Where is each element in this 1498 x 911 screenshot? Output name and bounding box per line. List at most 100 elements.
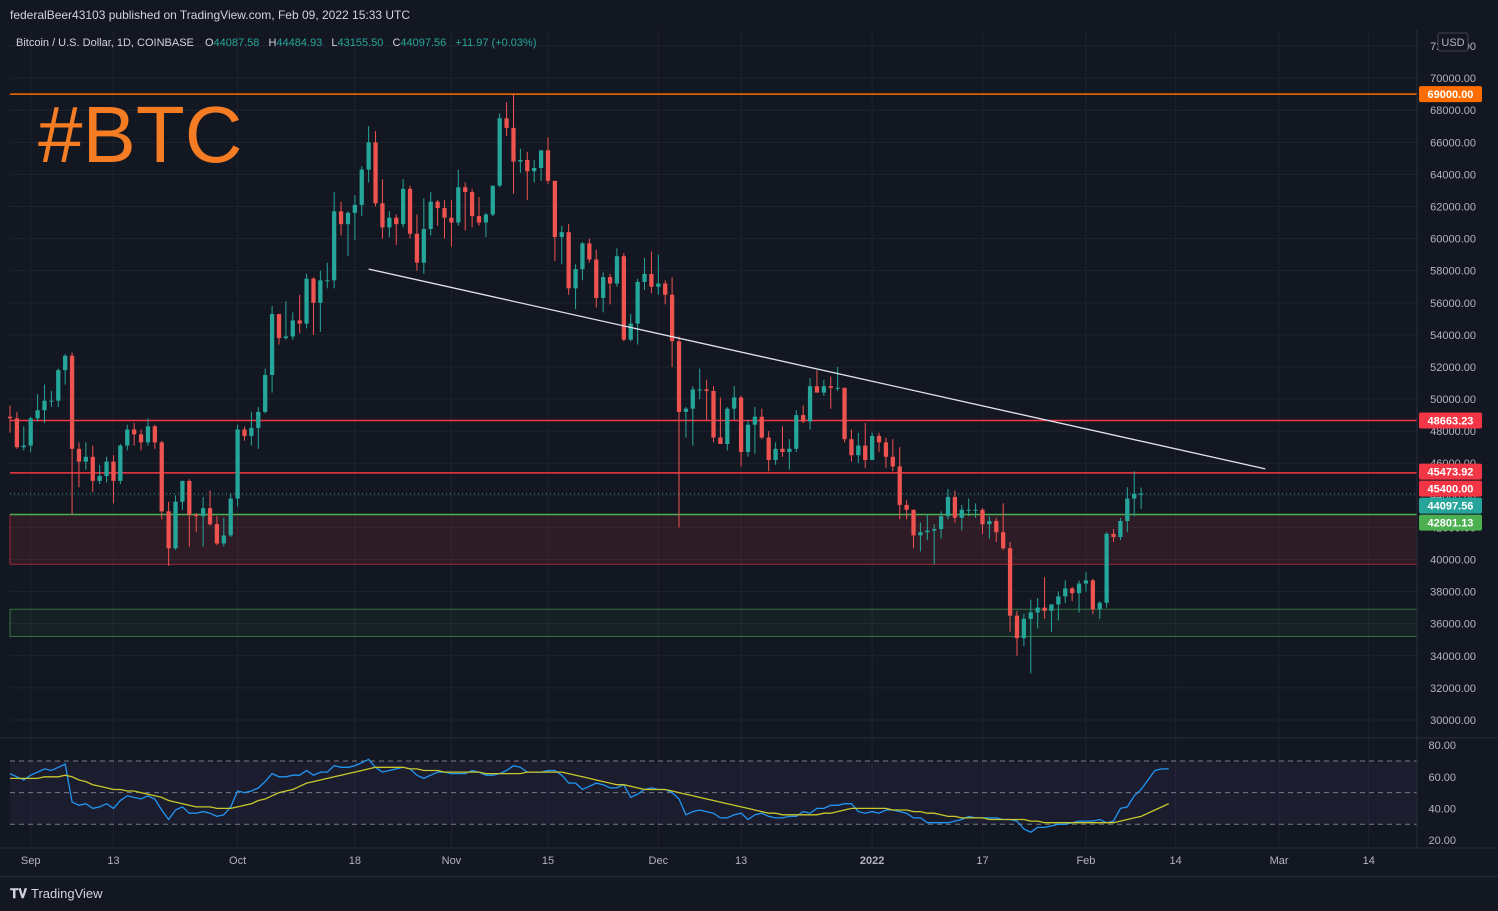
time-tick-label: Feb [1076,855,1095,867]
candle-body [890,456,895,467]
svg-text:Bitcoin / U.S. Dollar, 1D, COI: Bitcoin / U.S. Dollar, 1D, COINBASE O440… [16,37,537,49]
candle-body [1111,533,1116,538]
close-label: C [392,37,400,49]
candle-body [994,520,999,533]
time-tick-label: Dec [649,855,669,867]
price-zone [9,514,1418,565]
candle-body [1125,498,1130,521]
candle-body [207,508,213,525]
time-axis[interactable]: Sep 13 Oct 18 Nov 15 Dec 13 2022 17 Feb 14 Mar 14 [0,847,1498,867]
trendline[interactable] [368,268,1266,470]
footer-bar: 𝐓𝐕 TradingView [0,876,1498,911]
candle-body [738,397,744,452]
candle-body [187,480,192,515]
candle-body [821,386,826,393]
candle-body [614,256,620,284]
high-label: H [268,37,276,49]
candle-body [125,429,130,446]
price-tick-label: 56000.00 [1430,298,1476,310]
candle-body [932,529,937,531]
candle-body [669,294,675,342]
candle-body [690,389,695,409]
time-tick-label: 13 [107,855,119,867]
candle-body [649,273,654,287]
currency-badge[interactable] [1437,32,1469,52]
candle-body [911,509,916,536]
rsi-pane [0,737,1498,833]
candle-body [428,201,433,229]
candle-body [283,336,289,339]
rsi-tick-label: 40.00 [1428,803,1456,815]
candle-body [235,429,240,499]
time-tick-label: 14 [1363,855,1375,867]
candle-body [256,411,261,428]
price-tick-label: 70000.00 [1430,73,1476,85]
candle-body [538,150,544,168]
price-label-badge [1419,514,1482,531]
candle-body [849,439,854,456]
candle-body [490,185,495,215]
candle-body [601,277,606,298]
candle-body [559,232,564,237]
candle-body [338,211,344,225]
candle-body [269,314,275,375]
publisher-info: federalBeer43103 published on TradingVie… [10,8,411,22]
candle-body [856,445,861,456]
candle-body [359,169,364,205]
candle-body [263,374,268,412]
candle-body [249,427,254,436]
chart-area[interactable]: 30000.00 32000.00 34000.00 36000.00 38000.00… [0,30,1498,878]
candle-body [1097,602,1102,610]
candle-body [173,501,178,549]
candle-body [56,370,61,401]
candle-body [745,424,751,452]
candle-body [221,535,226,544]
candle-body [1056,596,1061,605]
candle-body [138,434,144,443]
candle-body [642,273,647,282]
price-tick-label: 48000.00 [1430,426,1476,438]
candle-body [925,530,930,533]
candle-body [373,142,378,204]
candle-body [732,397,737,409]
candle-body [449,217,454,223]
candle-body [787,448,792,452]
candle-body [904,504,909,510]
time-tick-label: Sep [21,855,41,867]
low-label: L [331,37,337,49]
candle-body [1070,588,1075,594]
candle-body [297,320,302,324]
price-tick-label: 38000.00 [1430,587,1476,599]
price-label-badge [1419,497,1482,514]
candle-body [552,180,558,237]
candle-body [980,509,985,525]
candle-body [663,283,668,295]
candle-body [711,391,716,438]
rsi-tick-label: 20.00 [1428,835,1456,847]
tradingview-logo[interactable]: 𝐓𝐕 TradingView [10,886,103,902]
price-labels: 69000.00 48663.23 45473.92 45400.00 44097.56… [1419,86,1482,531]
candle-body [332,211,337,281]
candle-body [897,466,902,505]
candle-body [635,281,640,324]
candle-body [1014,615,1020,639]
candle-body [973,509,978,511]
chart-background [0,30,1498,878]
close-value: 44097.56 [400,37,446,49]
candle-body [180,480,185,502]
candle-body [35,410,40,419]
candle-body [814,386,820,393]
candle-body [311,278,316,303]
candle-body [718,437,723,444]
candle-body [380,203,385,228]
candle-body [394,217,399,225]
candle-body [14,418,20,448]
trendline-segment[interactable] [368,268,1266,470]
time-tick-label: Mar [1270,855,1289,867]
candle-body [242,429,247,436]
currency-label: USD [1441,37,1464,49]
candle-body [166,511,171,549]
candle-body [1076,583,1082,594]
candle-body [21,445,26,448]
candle-body [1132,493,1137,499]
